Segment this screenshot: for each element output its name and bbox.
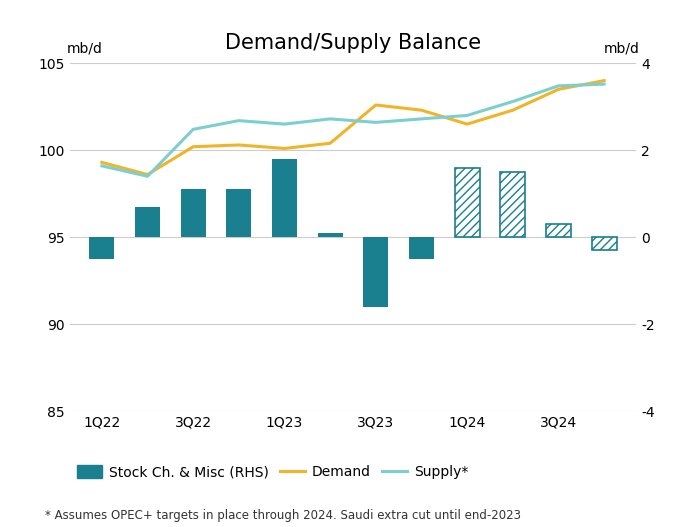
- Bar: [363, 237, 389, 307]
- Legend: Stock Ch. & Misc (RHS), Demand, Supply*: Stock Ch. & Misc (RHS), Demand, Supply*: [71, 460, 474, 485]
- Bar: [272, 159, 297, 237]
- Title: Demand/Supply Balance: Demand/Supply Balance: [225, 33, 481, 53]
- Bar: [226, 189, 252, 237]
- Text: * Assumes OPEC+ targets in place through 2024. Saudi extra cut until end-2023: * Assumes OPEC+ targets in place through…: [45, 509, 521, 522]
- Bar: [454, 168, 480, 237]
- Bar: [546, 224, 571, 237]
- Bar: [591, 237, 617, 250]
- Bar: [180, 189, 206, 237]
- Bar: [409, 237, 434, 259]
- Bar: [135, 207, 160, 237]
- Bar: [89, 237, 115, 259]
- Text: mb/d: mb/d: [66, 41, 102, 55]
- Text: mb/d: mb/d: [604, 41, 640, 55]
- Bar: [500, 172, 526, 237]
- Bar: [317, 233, 343, 237]
